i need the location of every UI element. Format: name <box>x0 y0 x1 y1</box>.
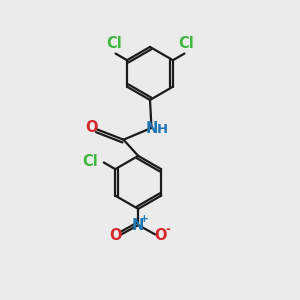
Text: O: O <box>85 120 98 135</box>
Text: Cl: Cl <box>178 36 194 51</box>
Text: +: + <box>140 214 149 224</box>
Text: O: O <box>110 228 122 243</box>
Text: N: N <box>132 218 144 232</box>
Text: -: - <box>165 223 170 236</box>
Text: N: N <box>146 121 158 136</box>
Text: Cl: Cl <box>106 36 122 51</box>
Text: H: H <box>157 123 168 136</box>
Text: Cl: Cl <box>82 154 98 169</box>
Text: O: O <box>154 228 167 243</box>
